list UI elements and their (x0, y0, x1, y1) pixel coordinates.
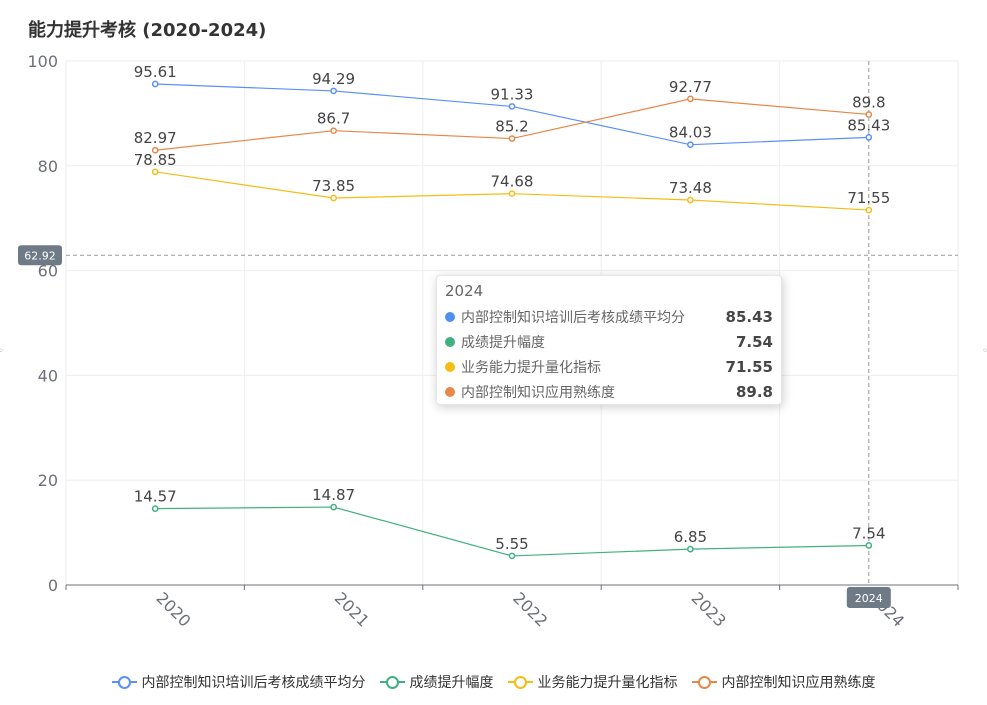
y-tick-label: 60 (38, 262, 58, 281)
data-point (508, 552, 516, 560)
data-point (151, 80, 159, 88)
legend-item[interactable]: 内部控制知识应用熟练度 (691, 672, 876, 692)
tooltip-series-value: 7.54 (735, 332, 773, 351)
x-tick-label: 2023 (688, 588, 730, 630)
data-label: 85.43 (847, 116, 890, 134)
tooltip-series-name: 业务能力提升量化指标 (461, 359, 601, 376)
tooltip-series-name: 内部控制知识培训后考核成绩平均分 (461, 309, 685, 326)
data-label: 85.2 (495, 118, 528, 136)
tooltip-series-name: 成绩提升幅度 (461, 334, 545, 351)
data-point (687, 141, 694, 149)
tooltip-dot-icon (445, 311, 455, 322)
legend-label: 成绩提升幅度 (409, 675, 494, 691)
legend-line-icon (691, 675, 717, 689)
crosshair-y-value: 62.92 (24, 249, 56, 262)
right-edge-marker-icon: ◦ (982, 346, 987, 357)
tooltip-series-value: 85.43 (725, 307, 773, 326)
legend: 内部控制知识培训后考核成绩平均分 成绩提升幅度 业务能力提升量化指标 内部控制知… (0, 672, 987, 692)
data-label: 6.85 (674, 528, 707, 546)
data-point (330, 194, 337, 202)
legend-label: 内部控制知识培训后考核成绩平均分 (141, 675, 366, 691)
data-label: 84.03 (669, 124, 712, 142)
crosshair-x-badge (846, 587, 891, 608)
data-label: 73.48 (669, 179, 712, 197)
legend-item[interactable]: 成绩提升幅度 (379, 672, 494, 692)
legend-item[interactable]: 内部控制知识培训后考核成绩平均分 (111, 672, 366, 692)
tooltip-dot-icon (445, 361, 455, 372)
data-point (865, 206, 873, 214)
crosshair-y-badge (18, 245, 62, 266)
legend-label: 业务能力提升量化指标 (537, 675, 678, 691)
y-tick-label: 20 (38, 471, 58, 490)
data-label: 89.8 (852, 93, 885, 111)
data-label: 94.29 (312, 70, 355, 88)
crosshair-x-value: 2024 (855, 592, 883, 605)
data-point (330, 87, 337, 95)
data-point (151, 505, 159, 513)
tooltip-series-value: 89.8 (735, 382, 773, 401)
data-label: 82.97 (134, 129, 177, 147)
data-point (508, 190, 516, 198)
left-edge-marker-icon: ◦ (0, 346, 4, 357)
data-point (151, 168, 159, 176)
data-label: 86.7 (317, 110, 350, 128)
chart-title: 能力提升考核 (2020-2024) (28, 20, 267, 41)
data-point (687, 196, 694, 204)
data-point (330, 503, 337, 511)
data-label: 95.61 (134, 63, 177, 81)
tooltip: 2024 内部控制知识培训后考核成绩平均分 85.43 成绩提升幅度 7.54 … (436, 275, 782, 405)
tooltip-series-value: 71.55 (725, 357, 773, 376)
tooltip-dot-icon (445, 386, 455, 397)
legend-item[interactable]: 业务能力提升量化指标 (507, 672, 678, 692)
y-tick-label: 100 (27, 52, 58, 71)
legend-line-icon (379, 675, 405, 689)
tooltip-row: 内部控制知识应用熟练度 89.8 (445, 379, 773, 404)
data-label: 92.77 (669, 78, 712, 96)
tooltip-row: 业务能力提升量化指标 71.55 (445, 354, 773, 379)
tooltip-series-name: 内部控制知识应用熟练度 (461, 384, 615, 401)
data-point (865, 133, 873, 141)
legend-line-icon (507, 675, 533, 689)
data-label: 91.33 (491, 85, 534, 103)
tooltip-dot-icon (445, 336, 455, 347)
x-tick-label: 2021 (331, 588, 373, 630)
y-tick-label: 40 (38, 366, 58, 385)
legend-label: 内部控制知识应用熟练度 (721, 675, 876, 691)
data-point (151, 146, 159, 154)
data-label: 74.68 (491, 173, 534, 191)
data-label: 78.85 (134, 151, 177, 169)
data-point (508, 135, 516, 142)
y-tick-label: 80 (38, 157, 58, 176)
data-label: 14.57 (134, 488, 177, 506)
data-label: 14.87 (312, 486, 355, 504)
data-label: 7.54 (852, 524, 885, 542)
data-label: 5.55 (495, 535, 528, 553)
data-point (865, 111, 873, 118)
data-point (508, 103, 516, 110)
data-point (687, 545, 694, 553)
data-point (330, 127, 337, 135)
tooltip-row: 成绩提升幅度 7.54 (445, 329, 773, 354)
data-point (687, 95, 694, 103)
data-point (865, 542, 873, 549)
x-tick-label: 2022 (509, 588, 551, 630)
x-tick-label: 2020 (152, 588, 194, 630)
data-label: 73.85 (312, 177, 355, 195)
data-label: 71.55 (847, 189, 890, 207)
legend-line-icon (111, 675, 137, 689)
tooltip-title: 2024 (445, 282, 484, 300)
y-tick-label: 0 (48, 576, 58, 595)
tooltip-row: 内部控制知识培训后考核成绩平均分 85.43 (445, 304, 773, 329)
